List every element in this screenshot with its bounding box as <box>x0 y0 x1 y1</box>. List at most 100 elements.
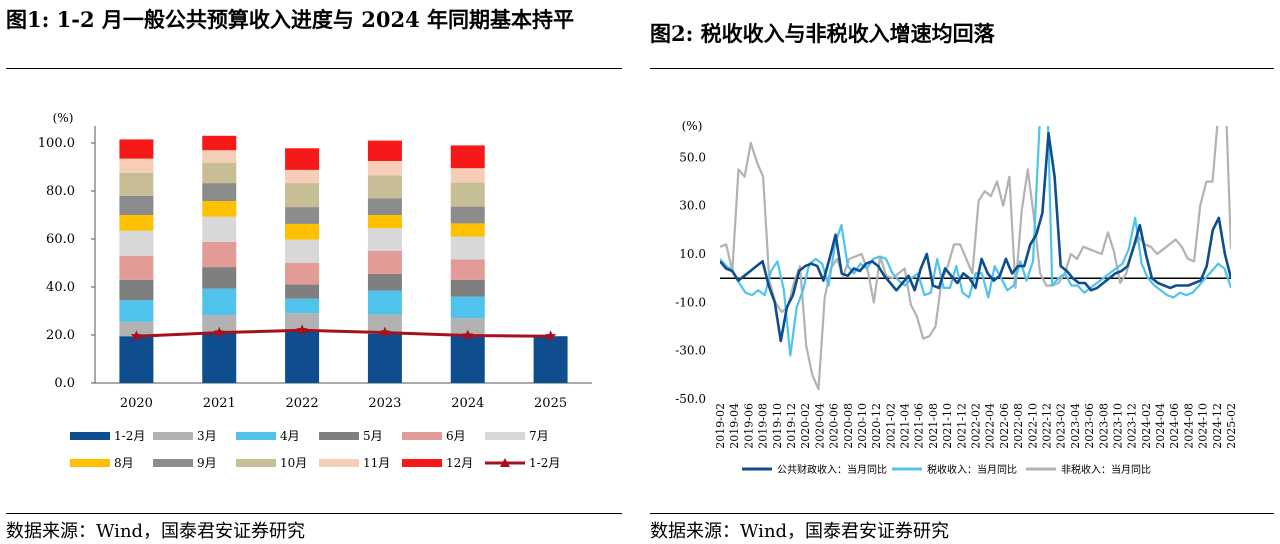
bar-segment <box>202 315 237 334</box>
line-point-marker <box>462 329 474 341</box>
bar-segment <box>285 313 320 332</box>
bar-segment <box>450 296 485 319</box>
bar-segment <box>367 290 402 315</box>
legend-label: 9月 <box>197 456 217 470</box>
bar-segment <box>450 145 485 169</box>
bar-segment <box>367 140 402 161</box>
x-tick-label: 2019-08 <box>757 403 770 449</box>
x-tick-label: 2023-10 <box>1111 403 1124 449</box>
bar-segment <box>367 251 402 274</box>
y-tick-label: 10.0 <box>679 247 706 261</box>
x-tick-label: 2020 <box>120 396 153 411</box>
x-tick-label: 2024-08 <box>1182 403 1195 449</box>
bar-segment <box>450 206 485 224</box>
bar-segment <box>285 223 320 240</box>
y-tick-label: 100.0 <box>38 136 75 151</box>
figure-2-title: 图2: 税收收入与非税收入增速均回落 <box>650 21 995 46</box>
bar-segment <box>119 300 154 322</box>
bar-segment <box>367 198 402 215</box>
bar-segment <box>119 158 154 173</box>
series-line <box>720 131 1231 343</box>
bar-segment <box>202 216 237 242</box>
bar-segment <box>119 139 154 159</box>
bar-segment <box>202 288 237 316</box>
x-tick-label: 2019-06 <box>742 403 755 449</box>
x-tick-label: 2022-02 <box>970 403 983 449</box>
legend-label: 8月 <box>114 456 134 470</box>
x-tick-label: 2021-10 <box>941 403 954 449</box>
x-tick-label: 2022-08 <box>1012 403 1025 449</box>
title-divider-right <box>650 68 1274 69</box>
source-note-right: 数据来源：Wind，国泰君安证券研究 <box>650 521 950 542</box>
series-line <box>720 126 1231 357</box>
bar-segment <box>450 259 485 280</box>
x-tick-label: 2021-04 <box>899 403 912 449</box>
x-tick-label: 2022-04 <box>984 403 997 449</box>
bar-segment <box>450 168 485 183</box>
x-tick-label: 2020-02 <box>799 403 812 449</box>
x-tick-label: 2020-12 <box>870 403 883 449</box>
bar-segment <box>285 262 320 285</box>
x-tick-label: 2020-10 <box>856 403 869 449</box>
x-tick-label: 2023-04 <box>1069 403 1082 449</box>
bar-segment <box>285 207 320 224</box>
x-tick-label: 2023-06 <box>1083 403 1096 449</box>
legend-swatch <box>485 432 525 440</box>
bar-segment <box>367 314 402 334</box>
title-divider-left <box>6 68 622 69</box>
bar-segment <box>202 135 237 151</box>
bar-segment <box>367 273 402 291</box>
bar-segment <box>119 279 154 301</box>
legend-marker <box>500 458 510 467</box>
legend-swatch <box>236 459 276 467</box>
x-tick-label: 2025-02 <box>1225 403 1238 449</box>
legend-swatch <box>153 432 193 440</box>
bar-segment <box>367 215 402 229</box>
legend-swatch <box>402 432 442 440</box>
bar-segment <box>450 182 485 207</box>
bar-segment <box>119 215 154 231</box>
bar-segment <box>450 236 485 260</box>
x-tick-label: 2024-12 <box>1211 403 1224 449</box>
bar-segment <box>450 279 485 297</box>
x-tick-label: 2021 <box>203 396 236 411</box>
y-tick-label: -10.0 <box>675 295 706 309</box>
legend-label: 5月 <box>363 429 383 443</box>
bar-segment <box>450 318 485 336</box>
x-tick-label: 2019-04 <box>728 403 741 449</box>
legend-label: 1-2月 <box>114 429 145 443</box>
bar-segment <box>285 331 320 383</box>
legend-swatch <box>70 432 110 440</box>
bar-segment <box>367 228 402 251</box>
legend-swatch <box>319 432 359 440</box>
bar-segment <box>533 336 568 383</box>
bar-segment <box>119 173 154 196</box>
x-tick-label: 2021-12 <box>955 403 968 449</box>
legend-label: 6月 <box>446 429 466 443</box>
bar-segment <box>202 201 237 217</box>
x-tick-label: 2024-10 <box>1197 403 1210 449</box>
y-axis-unit: (%) <box>53 111 74 125</box>
bar-segment <box>285 169 320 184</box>
bar-segment <box>367 175 402 199</box>
x-tick-label: 2021-02 <box>884 403 897 449</box>
legend-label: 非税收入：当月同比 <box>1061 463 1151 476</box>
x-tick-label: 2023-08 <box>1097 403 1110 449</box>
bar-segment <box>119 230 154 256</box>
legend-label: 4月 <box>280 429 300 443</box>
bar-segment <box>119 195 154 215</box>
x-tick-label: 2019-10 <box>771 403 784 449</box>
bar-segment <box>285 148 320 170</box>
source-divider-right <box>650 513 1274 514</box>
y-tick-label: 20.0 <box>46 328 75 343</box>
line-point-marker <box>130 330 143 342</box>
x-tick-label: 2024-04 <box>1154 403 1167 449</box>
x-tick-label: 2020-08 <box>842 403 855 449</box>
x-tick-label: 2023 <box>368 396 401 411</box>
legend-label: 11月 <box>363 456 390 470</box>
y-tick-label: 80.0 <box>46 184 75 199</box>
bar-segment <box>367 161 402 176</box>
x-tick-label: 2020-04 <box>813 403 826 449</box>
bar-segment <box>202 241 237 268</box>
x-tick-label: 2024-06 <box>1168 403 1181 449</box>
